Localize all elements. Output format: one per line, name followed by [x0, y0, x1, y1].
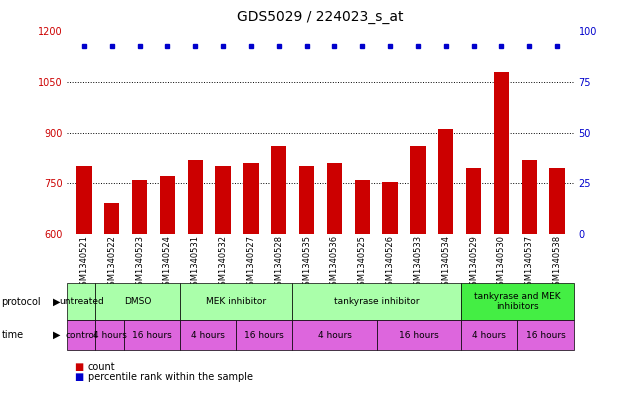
Text: percentile rank within the sample: percentile rank within the sample: [88, 372, 253, 382]
Bar: [466, 168, 481, 234]
Text: ■: ■: [74, 372, 83, 382]
Text: time: time: [1, 330, 24, 340]
Bar: [160, 176, 175, 234]
Bar: [522, 160, 537, 234]
Text: 16 hours: 16 hours: [526, 331, 565, 340]
Bar: [271, 146, 287, 234]
Text: 4 hours: 4 hours: [472, 331, 506, 340]
Text: tankyrase and MEK
inhibitors: tankyrase and MEK inhibitors: [474, 292, 561, 311]
Bar: [549, 168, 565, 234]
Bar: [327, 163, 342, 234]
Bar: [188, 160, 203, 234]
Bar: [354, 180, 370, 234]
Bar: [215, 166, 231, 234]
Text: MEK inhibitor: MEK inhibitor: [206, 297, 266, 306]
Bar: [494, 72, 509, 234]
Bar: [299, 166, 314, 234]
Text: ▶: ▶: [53, 297, 61, 307]
Text: 16 hours: 16 hours: [399, 331, 439, 340]
Text: tankyrase inhibitor: tankyrase inhibitor: [334, 297, 419, 306]
Bar: [410, 146, 426, 234]
Text: 4 hours: 4 hours: [92, 331, 126, 340]
Text: 4 hours: 4 hours: [318, 331, 351, 340]
Text: ■: ■: [74, 362, 83, 373]
Bar: [383, 182, 397, 234]
Text: control: control: [65, 331, 97, 340]
Bar: [76, 166, 92, 234]
Bar: [244, 163, 258, 234]
Text: 16 hours: 16 hours: [132, 331, 172, 340]
Text: count: count: [88, 362, 115, 373]
Text: 16 hours: 16 hours: [244, 331, 284, 340]
Text: 4 hours: 4 hours: [191, 331, 225, 340]
Text: DMSO: DMSO: [124, 297, 151, 306]
Text: untreated: untreated: [59, 297, 104, 306]
Text: GDS5029 / 224023_s_at: GDS5029 / 224023_s_at: [237, 10, 404, 24]
Text: protocol: protocol: [1, 297, 41, 307]
Bar: [438, 129, 453, 234]
Text: ▶: ▶: [53, 330, 61, 340]
Bar: [104, 204, 119, 234]
Bar: [132, 180, 147, 234]
